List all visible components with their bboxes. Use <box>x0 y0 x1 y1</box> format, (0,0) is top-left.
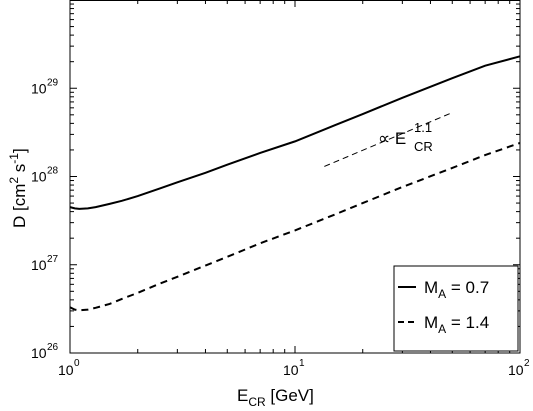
series-line-1 <box>69 55 521 210</box>
y-axis-title-mid: s <box>10 164 29 177</box>
x-tick-label: 10 <box>508 362 524 378</box>
legend-label-subscript: A <box>438 322 446 336</box>
x-tick-label-exponent: 0 <box>74 358 80 369</box>
y-tick-label-base: 10 <box>31 80 47 96</box>
x-tick-label-exponent: 1 <box>299 358 305 369</box>
x-tick-label-exponent: 2 <box>524 358 530 369</box>
legend-label-main: M <box>424 313 438 332</box>
series-line-2 <box>69 142 521 312</box>
legend: MA = 0.7MA = 1.4 <box>393 265 519 352</box>
y-axis-title-main: D [cm <box>10 184 29 228</box>
reference-slope-label: ∝ E <box>378 129 406 148</box>
reference-slope-label-exponent: 1.1 <box>414 120 432 135</box>
legend-label-rest: = 1.4 <box>446 313 489 332</box>
y-axis-title-exponent-2: -1 <box>7 153 21 164</box>
y-axis-title: D [cm2 s-1] <box>7 148 29 228</box>
y-tick-label-exponent: 26 <box>47 342 59 353</box>
legend-label-main: M <box>424 278 438 297</box>
legend-label-2: MA = 1.4 <box>424 313 489 336</box>
y-tick-label-exponent: 29 <box>47 77 59 88</box>
y-tick-label-base: 10 <box>31 257 47 273</box>
x-axis-title-main: E <box>237 386 248 405</box>
y-tick-label-exponent: 27 <box>47 254 59 265</box>
y-tick-label-base: 10 <box>31 345 47 361</box>
legend-label-subscript: A <box>438 287 446 301</box>
x-tick-label: 10 <box>283 362 299 378</box>
reference-slope-label-subscript: CR <box>414 139 433 154</box>
legend-label-1: MA = 0.7 <box>424 278 489 301</box>
x-axis-title: ECR [GeV] <box>237 386 314 409</box>
x-tick-label-base: 10 <box>58 362 74 378</box>
x-tick-label-base: 10 <box>508 362 524 378</box>
x-axis-title-subscript: CR <box>248 395 266 409</box>
x-tick-label-base: 10 <box>283 362 299 378</box>
x-tick-label: 10 <box>58 362 74 378</box>
legend-box <box>393 265 519 352</box>
y-axis-title-exponent-1: 2 <box>7 177 21 184</box>
reference-slope-line <box>324 112 453 167</box>
plot-area: ∝ E 1.1 CR <box>69 0 521 354</box>
x-axis-title-rest: [GeV] <box>266 386 314 405</box>
y-tick-label-base: 10 <box>31 169 47 185</box>
y-axis-title-end: ] <box>10 148 29 153</box>
y-tick-label-exponent: 28 <box>47 166 59 177</box>
legend-label-rest: = 0.7 <box>446 278 489 297</box>
reference-slope-label-main: ∝ E <box>378 129 406 148</box>
